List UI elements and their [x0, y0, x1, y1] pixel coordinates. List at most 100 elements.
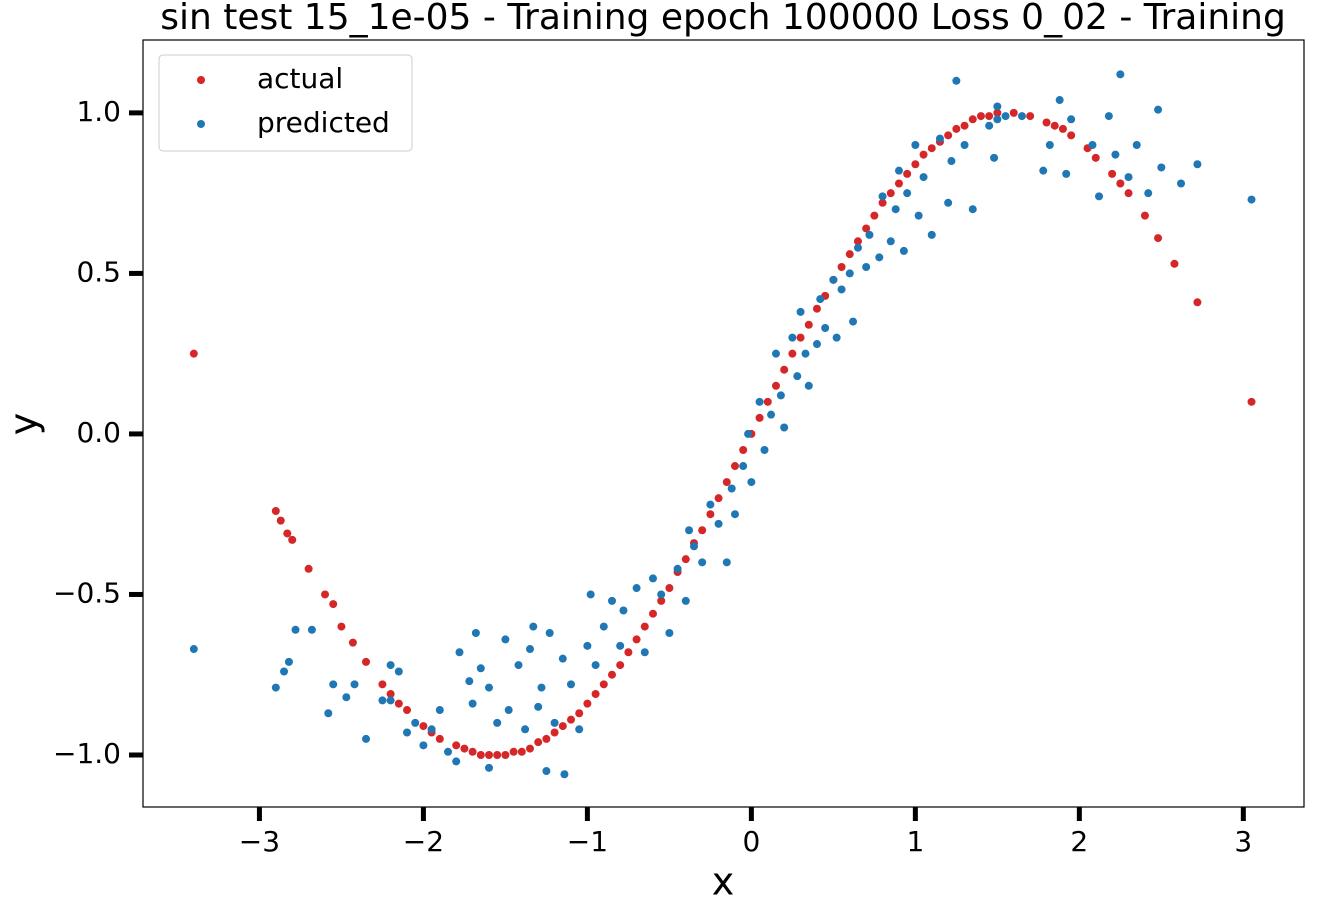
point: [763, 397, 772, 406]
point: [1247, 195, 1256, 204]
point: [960, 140, 969, 149]
point: [1050, 121, 1059, 130]
point: [903, 189, 912, 198]
point: [804, 320, 813, 329]
point: [935, 134, 944, 143]
point: [681, 555, 690, 564]
point: [471, 628, 480, 637]
point: [283, 529, 292, 538]
legend-label: predicted: [257, 106, 390, 139]
point: [514, 661, 523, 670]
point: [993, 102, 1002, 111]
point: [566, 680, 575, 689]
point: [862, 262, 871, 271]
point: [485, 763, 494, 772]
point: [493, 750, 502, 759]
point: [583, 641, 592, 650]
point: [845, 269, 854, 278]
point: [812, 340, 821, 349]
point: [1095, 192, 1104, 201]
point: [324, 709, 333, 718]
y-tick-label: 1.0: [76, 95, 121, 128]
point: [521, 725, 530, 734]
point: [616, 661, 625, 670]
point: [271, 683, 280, 692]
point: [550, 728, 559, 737]
chart-title: sin test 15_1e-05 - Training epoch 10000…: [160, 0, 1286, 38]
point: [276, 516, 285, 525]
point: [465, 677, 474, 686]
point: [342, 693, 351, 702]
point: [714, 519, 723, 528]
point: [284, 657, 293, 666]
point: [640, 622, 649, 631]
point: [337, 622, 346, 631]
point: [575, 709, 584, 718]
point: [927, 230, 936, 239]
point: [435, 734, 444, 743]
point: [730, 510, 739, 519]
point: [1017, 112, 1026, 121]
point: [455, 648, 464, 657]
point: [812, 304, 821, 313]
point: [960, 121, 969, 130]
point: [1009, 108, 1018, 117]
point: [894, 166, 903, 175]
point: [727, 484, 736, 493]
point: [1042, 118, 1051, 127]
point: [927, 144, 936, 153]
point: [767, 410, 776, 419]
point: [468, 699, 477, 708]
point: [362, 734, 371, 743]
point: [780, 423, 789, 432]
point: [722, 558, 731, 567]
point: [944, 131, 953, 140]
point: [952, 124, 961, 133]
point: [870, 211, 879, 220]
point: [899, 246, 908, 255]
point: [419, 741, 428, 750]
point: [914, 211, 923, 220]
point: [607, 670, 616, 679]
point: [1154, 105, 1163, 114]
legend-marker: [197, 120, 205, 128]
point: [894, 179, 903, 188]
point: [304, 564, 313, 573]
point: [271, 506, 280, 515]
point: [476, 664, 485, 673]
point: [1124, 173, 1133, 182]
point: [189, 645, 198, 654]
point: [591, 689, 600, 698]
point: [911, 160, 920, 169]
point: [1067, 131, 1076, 140]
point: [534, 738, 543, 747]
point: [911, 140, 920, 149]
point: [747, 478, 756, 487]
point: [632, 584, 641, 593]
point: [739, 445, 748, 454]
plot-frame: [142, 39, 1305, 808]
point: [919, 150, 928, 159]
point: [891, 205, 900, 214]
point: [403, 706, 412, 715]
point: [1116, 179, 1125, 188]
point: [681, 596, 690, 605]
point: [542, 734, 551, 743]
point: [288, 535, 297, 544]
y-tick-label: 0.0: [76, 416, 121, 449]
y-axis-label: y: [2, 413, 46, 436]
point: [545, 628, 554, 637]
legend-box: [158, 54, 413, 152]
point: [280, 667, 289, 676]
point: [560, 770, 569, 779]
point: [776, 391, 785, 400]
point: [657, 590, 666, 599]
point: [1058, 124, 1067, 133]
point: [509, 747, 518, 756]
point: [378, 680, 387, 689]
point: [329, 680, 338, 689]
x-axis-label: x: [712, 860, 735, 904]
point: [485, 683, 494, 692]
point: [801, 349, 810, 358]
point: [665, 584, 674, 593]
